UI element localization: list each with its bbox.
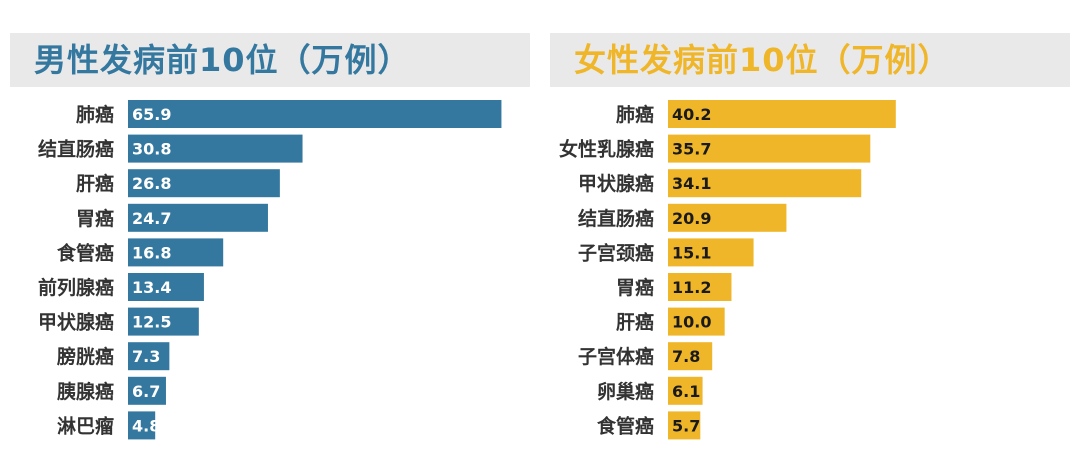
female-category-label: 肺癌 (616, 103, 654, 126)
male-category-label: 胰腺癌 (56, 380, 114, 403)
female-category-label: 女性乳腺癌 (559, 138, 654, 161)
male-value-label: 13.4 (132, 278, 171, 297)
female-value-label: 34.1 (672, 174, 711, 193)
female-value-label: 20.9 (672, 209, 711, 228)
male-bar (128, 411, 156, 440)
female-category-label: 子宫颈癌 (578, 241, 654, 264)
male-value-label: 6.7 (132, 382, 160, 401)
male-bar (128, 342, 170, 371)
female-category-label: 子宫体癌 (578, 345, 654, 368)
male-category-label: 膀胱癌 (56, 345, 114, 368)
male-category-label: 甲状腺癌 (38, 311, 114, 334)
female-bar (668, 238, 754, 267)
male-chart-title: 男性发病前10位（万例） (34, 41, 411, 79)
female-bar (668, 134, 871, 163)
female-value-label: 15.1 (672, 243, 711, 262)
female-category-label: 卵巢癌 (597, 380, 654, 403)
male-value-label: 65.9 (132, 105, 171, 124)
male-value-label: 26.8 (132, 174, 171, 193)
male-category-label: 胃癌 (76, 207, 114, 230)
male-bar (128, 100, 502, 128)
male-bar (128, 307, 199, 336)
male-value-label: 7.3 (132, 347, 160, 366)
male-value-label: 4.8 (132, 416, 160, 435)
male-title-band: 男性发病前10位（万例） (10, 33, 530, 87)
male-bar (128, 238, 224, 267)
male-value-label: 24.7 (132, 209, 171, 228)
female-category-label: 甲状腺癌 (578, 172, 654, 195)
male-bar (128, 376, 166, 405)
male-category-label: 肺癌 (76, 103, 114, 126)
female-title-band: 女性发病前10位（万例） (550, 33, 1070, 87)
female-bar-chart: 肺癌 40.2 女性乳腺癌 35.7 甲状腺癌 34.1 结直肠癌 20.9 子宫颈癌 15.1 胃… (559, 100, 896, 440)
male-chart-panel: 男性发病前10位（万例） 肺癌 65.9 结直肠癌 30.8 肝癌 26.8 胃癌 24.7 食… (10, 0, 530, 449)
male-category-label: 淋巴瘤 (57, 414, 114, 437)
male-bar (128, 203, 268, 232)
female-category-label: 胃癌 (616, 276, 654, 299)
male-category-label: 前列腺癌 (38, 276, 114, 299)
female-category-label: 结直肠癌 (578, 207, 654, 230)
male-category-label: 食管癌 (57, 241, 114, 264)
male-bar (128, 134, 303, 163)
male-bar (128, 273, 204, 301)
female-value-label: 5.7 (672, 416, 700, 435)
male-category-label: 肝癌 (76, 172, 114, 195)
female-category-label: 肝癌 (616, 311, 654, 334)
female-value-label: 6.1 (672, 382, 700, 401)
female-bar (668, 169, 862, 198)
female-value-label: 11.2 (672, 278, 711, 297)
male-value-label: 12.5 (132, 313, 171, 332)
female-value-label: 10.0 (672, 313, 711, 332)
female-chart-title: 女性发病前10位（万例） (574, 41, 951, 79)
male-bar (128, 169, 280, 198)
female-bar (668, 203, 787, 232)
male-bar-chart: 肺癌 65.9 结直肠癌 30.8 肝癌 26.8 胃癌 24.7 食管癌 16.8 前列腺癌 13.… (38, 100, 502, 440)
female-value-label: 40.2 (672, 105, 711, 124)
female-bar (668, 100, 896, 128)
female-bar (668, 376, 703, 405)
female-bar (668, 273, 732, 301)
female-bar (668, 411, 701, 440)
female-bar (668, 342, 713, 371)
female-bar (668, 307, 725, 336)
female-chart-panel: 女性发病前10位（万例） 肺癌 40.2 女性乳腺癌 35.7 甲状腺癌 34.1 结直肠癌… (550, 0, 1070, 449)
female-value-label: 35.7 (672, 140, 711, 159)
male-category-label: 结直肠癌 (38, 138, 114, 161)
female-value-label: 7.8 (672, 347, 700, 366)
male-value-label: 16.8 (132, 243, 171, 262)
female-category-label: 食管癌 (597, 414, 654, 437)
male-value-label: 30.8 (132, 140, 171, 159)
